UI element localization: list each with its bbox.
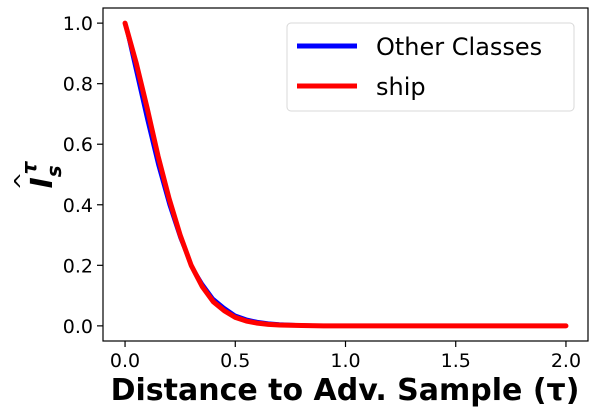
y-axis-label-main: I xyxy=(25,177,60,188)
y-axis-label: Isτ ^ xyxy=(11,160,66,190)
y-axis-ticks: 0.0 0.2 0.4 0.6 0.8 1.0 xyxy=(63,13,103,338)
svg-text:Isτ: Isτ xyxy=(17,160,66,188)
y-axis-label-hat: ^ xyxy=(11,172,36,190)
series-line-ship xyxy=(122,20,569,329)
x-tick-label: 1.5 xyxy=(441,350,471,372)
y-axis-label-sup: τ xyxy=(17,160,41,174)
x-axis-label: Distance to Adv. Sample (τ) xyxy=(111,373,580,408)
x-tick-label: 0.0 xyxy=(110,350,140,372)
y-tick-label: 0.0 xyxy=(63,316,93,338)
x-tick-label: 0.5 xyxy=(220,350,250,372)
x-tick-label: 1.0 xyxy=(330,350,360,372)
legend-box xyxy=(286,22,575,112)
y-axis-label-sub: s xyxy=(42,165,66,177)
legend-label: ship xyxy=(376,73,426,101)
legend: Other Classes ship xyxy=(286,22,575,112)
x-axis-ticks: 0.0 0.5 1.0 1.5 2.0 xyxy=(110,341,581,372)
y-tick-label: 0.2 xyxy=(63,255,93,277)
y-tick-label: 1.0 xyxy=(63,13,93,35)
plot-lines xyxy=(122,20,569,329)
legend-label: Other Classes xyxy=(376,33,542,61)
x-tick-label: 2.0 xyxy=(551,350,581,372)
y-tick-label: 0.4 xyxy=(63,195,93,217)
y-tick-label: 0.6 xyxy=(63,134,93,156)
y-tick-label: 0.8 xyxy=(63,74,93,96)
